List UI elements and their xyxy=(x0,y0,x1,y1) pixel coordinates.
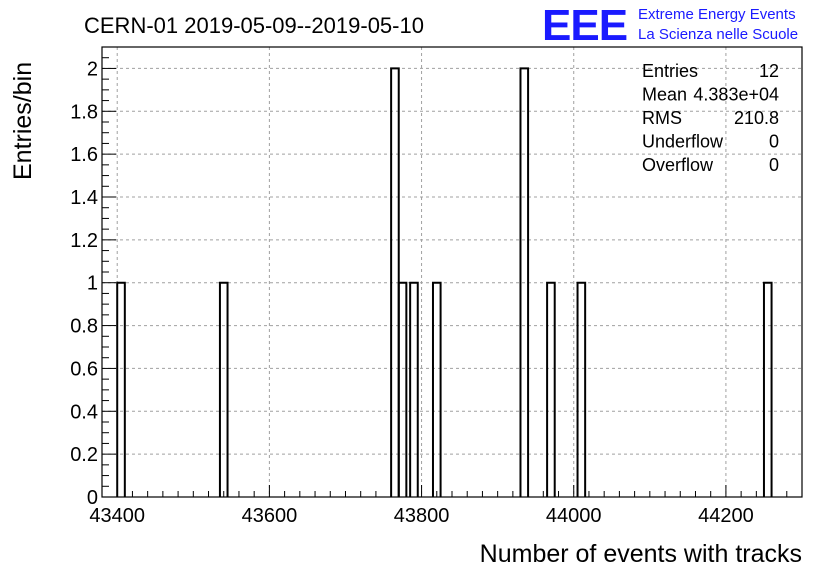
x-tick-label: 43600 xyxy=(242,505,298,527)
y-tick-label: 1.2 xyxy=(70,230,98,252)
histogram-bin xyxy=(546,281,556,497)
stats-label: Mean xyxy=(642,85,687,105)
y-tick-label: 1.4 xyxy=(70,187,98,209)
histogram-bars xyxy=(116,67,773,497)
logo-line-2: La Scienza nelle Scuole xyxy=(638,26,798,43)
y-tick-label: 1.6 xyxy=(70,144,98,166)
y-tick-label: 1.8 xyxy=(70,101,98,123)
logo-line-1: Extreme Energy Events xyxy=(638,6,796,23)
histogram-bin xyxy=(519,67,530,497)
stats-label: Underflow xyxy=(642,132,724,152)
x-tick-label: 43800 xyxy=(394,505,450,527)
stats-label: Overflow xyxy=(642,155,714,175)
stats-value: 0 xyxy=(769,155,779,175)
y-tick-label: 0 xyxy=(87,487,98,509)
y-tick-label: 0.4 xyxy=(70,401,98,423)
stats-value: 0 xyxy=(769,132,779,152)
histogram-bin xyxy=(576,281,587,497)
chart-title: CERN-01 2019-05-09--2019-05-10 xyxy=(84,13,424,38)
histogram-bin xyxy=(218,281,229,497)
histogram-bin xyxy=(762,281,773,497)
y-tick-label: 2 xyxy=(87,58,98,80)
grid-lines xyxy=(102,47,802,497)
stats-value: 4.383e+04 xyxy=(693,85,779,105)
histogram-bin xyxy=(397,281,408,497)
histogram-bin xyxy=(409,281,419,497)
stats-box: Entries 12 Mean 4.383e+04 RMS 210.8 Underflow 0… xyxy=(642,61,779,175)
y-tick-label: 1 xyxy=(87,273,98,295)
logo-mark: EEE xyxy=(542,1,627,50)
stats-value: 210.8 xyxy=(734,108,779,128)
y-tick-label: 0.6 xyxy=(70,358,98,380)
y-axis-label: Entries/bin xyxy=(9,62,37,180)
x-axis-ticks: 43400 43600 43800 44000 44200 xyxy=(89,485,803,527)
stats-value: 12 xyxy=(759,61,779,81)
histogram-bin xyxy=(116,281,126,497)
y-axis-ticks: 0 0.2 0.4 0.6 0.8 1 1.2 1.4 1.6 1.8 2 xyxy=(70,46,116,509)
histogram-bin xyxy=(431,281,442,497)
stats-label: Entries xyxy=(642,61,698,81)
x-axis-label: Number of events with tracks xyxy=(480,540,802,568)
x-tick-label: 44000 xyxy=(546,505,602,527)
stats-label: RMS xyxy=(642,108,682,128)
x-tick-label: 44200 xyxy=(698,505,754,527)
y-tick-label: 0.2 xyxy=(70,444,98,466)
x-tick-label: 43400 xyxy=(89,505,145,527)
y-tick-label: 0.8 xyxy=(70,316,98,338)
plot-frame xyxy=(101,46,803,498)
